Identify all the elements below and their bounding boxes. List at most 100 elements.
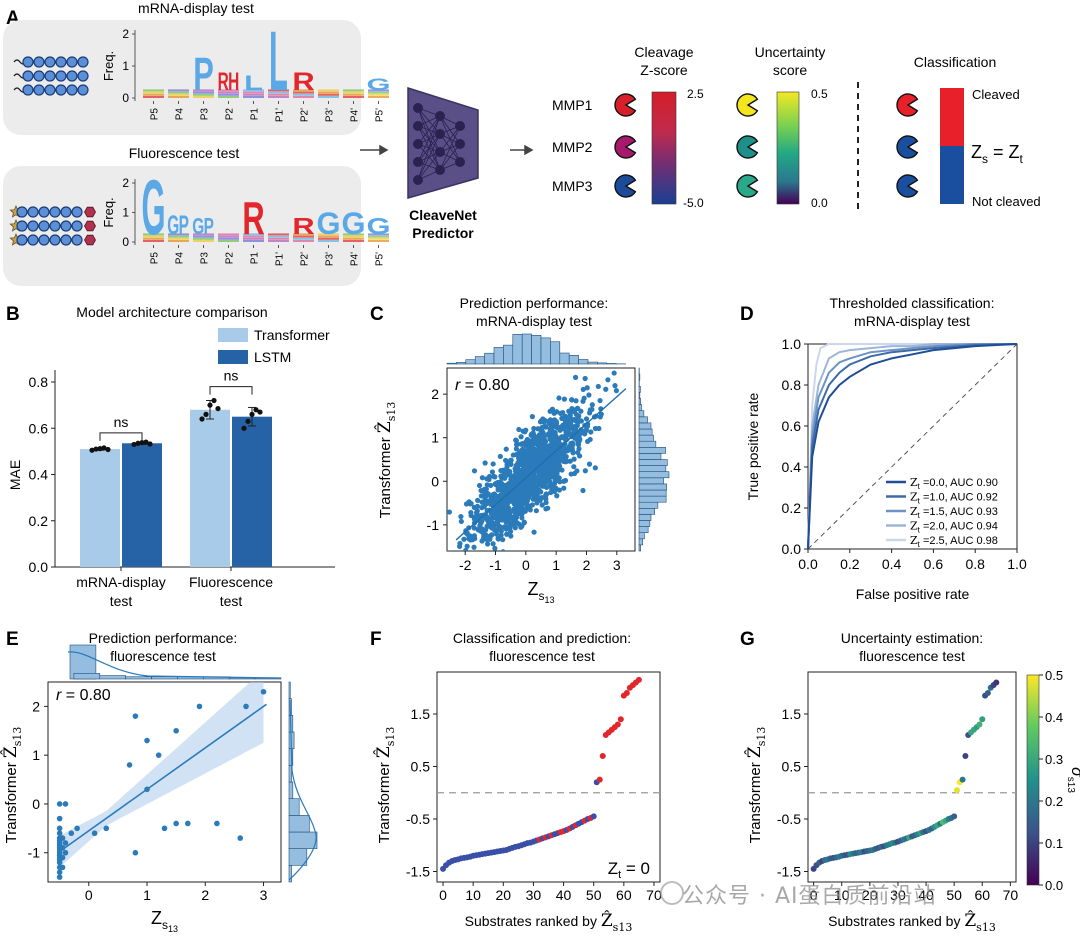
e-scatter-point: [68, 830, 75, 837]
nn-edge: [417, 115, 441, 163]
f-zt-annotation: Zt = 0: [608, 859, 650, 881]
g-ytick-label: 0.5: [782, 759, 802, 775]
g-cbar-tick-label: 0.0: [1045, 878, 1063, 893]
scatter-point: [471, 504, 477, 511]
c-right-hist-bar: [638, 532, 645, 540]
scatter-point: [506, 482, 513, 488]
bar-transformer-1: [190, 409, 230, 567]
g-xtick-label: 0: [810, 887, 818, 903]
scatter-point: [513, 437, 519, 443]
scatter-point: [561, 396, 568, 402]
scatter-point: [537, 435, 543, 441]
logo-letter-stack: [143, 93, 164, 96]
residue-bead: [27, 206, 39, 218]
g-xlabel: Substrates ranked by Ẑs13: [828, 910, 996, 934]
replicate-point: [203, 411, 209, 417]
f-xtick-label: 50: [586, 887, 602, 903]
scatter-point: [508, 457, 514, 463]
scatter-point: [584, 385, 590, 391]
c-right-hist-bar: [638, 404, 642, 412]
logo-letter-stack: [293, 235, 314, 238]
residue-bead: [71, 206, 83, 218]
scatter-point: [514, 441, 520, 447]
d-legend-label: Zt =1.0, AUC 0.92: [910, 491, 998, 506]
legend-rest: =1.5, AUC 0.93: [920, 506, 998, 518]
logo-letter-stack: [168, 240, 189, 242]
scatter-point: [574, 405, 580, 411]
e-scatter-point: [173, 820, 179, 827]
c-top-hist-bar: [587, 361, 598, 365]
g-cbar-label: σs13: [1065, 767, 1080, 793]
scatter-point: [531, 425, 537, 432]
b-ytick-label: 0.4: [29, 467, 49, 483]
scatter-point: [554, 493, 560, 499]
logo-letter: G: [141, 163, 165, 251]
b-ytick-label: 0.6: [29, 420, 49, 436]
d-ytick-label: 0.4: [782, 459, 802, 475]
e-right-hist-bar: [288, 831, 318, 849]
e-xlabel: Zs13: [151, 908, 178, 934]
logo-letter: G: [366, 213, 390, 239]
residue-bead: [71, 234, 83, 246]
threshold-equation: Zs = Zt: [971, 142, 1024, 166]
nn-node: [413, 103, 423, 113]
logo-letter-stack: [193, 237, 214, 240]
xlabel-sub: s: [162, 918, 168, 932]
ylabel-zhat: Ẑ: [0, 746, 21, 758]
residue-bead: [77, 84, 89, 96]
logo-letter-stack: [243, 91, 264, 94]
scatter-point: [531, 461, 537, 467]
e-scatter-point: [132, 849, 139, 856]
roc-curve-2: [807, 343, 1017, 550]
panel-letter-b: B: [6, 304, 20, 325]
logo-letter-stack: [243, 96, 264, 98]
c-right-hist-bar: [638, 416, 648, 424]
logo-letter-stack: [218, 96, 239, 98]
replicate-point: [215, 405, 221, 412]
replicate-point: [89, 447, 95, 453]
roc-curve-0: [807, 343, 1018, 550]
f-xtick-label: 0: [439, 887, 447, 903]
logo-letter-stack: [168, 91, 189, 94]
nn-node: [455, 157, 465, 167]
c-top-hist-bar: [559, 352, 570, 365]
e-right-hist-bar: [288, 781, 294, 799]
c-right-hist-bar: [638, 538, 644, 546]
scatter-point: [535, 426, 541, 432]
panel-g: G Uncertainty estimation: fluorescence t…: [740, 629, 1080, 934]
scatter-point: [556, 475, 562, 481]
scatter-point: [498, 532, 504, 538]
g-xtick-label: 40: [918, 887, 934, 903]
uncert-colorbar: [776, 91, 800, 205]
c-right-hist-bar: [638, 434, 654, 442]
scatter-point: [551, 410, 557, 416]
c-xlabel: Zs13: [527, 579, 554, 605]
logo-position-label: P2: [225, 252, 236, 265]
scatter-point: [561, 478, 567, 484]
scatter-point: [519, 515, 525, 521]
logo-letter-stack: [193, 240, 214, 242]
scatter-point: [450, 550, 453, 551]
logo-letter-stack: [268, 235, 289, 238]
scatter-point: [571, 409, 578, 415]
logo-position-label: P1: [250, 252, 261, 265]
g-xtick-label: 70: [1003, 887, 1019, 903]
e-top-hist-bar: [73, 673, 101, 680]
logo-letter-stack: [143, 91, 164, 94]
logo-position-label: P5: [150, 108, 161, 121]
legend-transformer-swatch: [218, 328, 248, 342]
scatter-point: [502, 474, 508, 480]
ylabel-sub: s13: [385, 402, 398, 422]
logo-letter-stack: [343, 96, 364, 98]
nn-edge: [439, 143, 461, 171]
b-ytick-label: 0.0: [29, 559, 49, 575]
scatter-point: [475, 527, 481, 533]
logo-letter-stack: [293, 89, 314, 92]
logo-letter-stack: [218, 93, 239, 96]
c-right-hist-bar: [638, 477, 664, 485]
panel-c: C Prediction performance: mRNA-display t…: [370, 295, 670, 605]
legend-lstm-swatch: [218, 350, 248, 364]
scatter-point: [562, 413, 569, 420]
scatter-point: [489, 519, 495, 525]
scatter-point: [539, 483, 545, 489]
